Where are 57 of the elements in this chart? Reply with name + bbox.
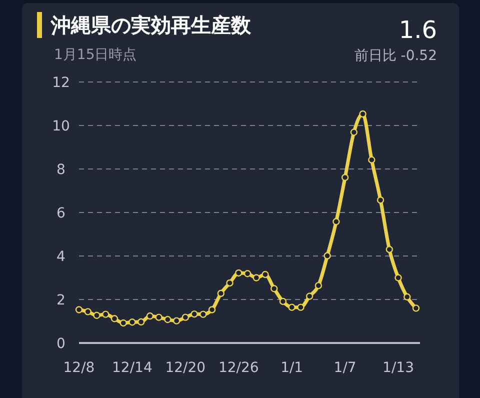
x-tick-label: 1/7	[334, 360, 356, 376]
y-tick-label: 12	[52, 75, 70, 91]
point	[306, 292, 314, 300]
point	[404, 293, 411, 300]
point	[279, 298, 287, 306]
point	[368, 156, 376, 164]
y-tick-label: 2	[56, 292, 66, 308]
point	[110, 315, 118, 322]
x-tick-label: 12/14	[112, 360, 152, 376]
point	[137, 318, 145, 326]
point	[386, 246, 393, 254]
point	[314, 282, 322, 290]
x-tick-label: 12/20	[165, 360, 206, 376]
chart-title: 沖縄県の実効再生産数	[50, 13, 252, 37]
point	[164, 316, 172, 324]
point	[332, 218, 340, 226]
point	[252, 274, 260, 282]
point	[350, 128, 358, 136]
point	[244, 270, 252, 278]
y-tick-label: 10	[52, 118, 70, 134]
x-tick-label: 1/13	[382, 360, 414, 376]
x-tick-label: 1/1	[280, 360, 304, 376]
point	[226, 279, 234, 287]
y-tick-label: 6	[56, 206, 66, 222]
chart-subtitle: 1月15日時点	[54, 47, 137, 63]
x-tick-label: 12/8	[63, 360, 95, 376]
point	[172, 317, 180, 324]
point	[376, 196, 384, 204]
point	[262, 270, 269, 278]
point	[324, 252, 331, 260]
point	[93, 312, 100, 319]
point	[217, 290, 224, 298]
point	[200, 310, 207, 318]
point	[412, 304, 420, 312]
point	[297, 304, 304, 311]
point	[341, 174, 349, 182]
point	[359, 110, 366, 118]
point	[128, 318, 136, 326]
point	[120, 319, 127, 327]
point	[75, 306, 83, 314]
y-tick-label: 0	[56, 336, 66, 352]
point	[394, 274, 402, 282]
point	[155, 314, 162, 321]
text: 1.6	[398, 16, 437, 44]
point	[182, 314, 190, 321]
point	[102, 310, 110, 318]
point	[190, 310, 198, 318]
x-tick-label: 12/26	[218, 360, 259, 376]
point	[208, 306, 216, 314]
point	[288, 304, 296, 311]
point	[235, 269, 242, 277]
point	[146, 312, 154, 320]
point	[270, 285, 278, 292]
point	[84, 308, 92, 316]
y-tick-label: 8	[56, 162, 66, 178]
y-tick-label: 4	[56, 249, 66, 265]
text: 前日比 -0.52	[354, 48, 437, 64]
